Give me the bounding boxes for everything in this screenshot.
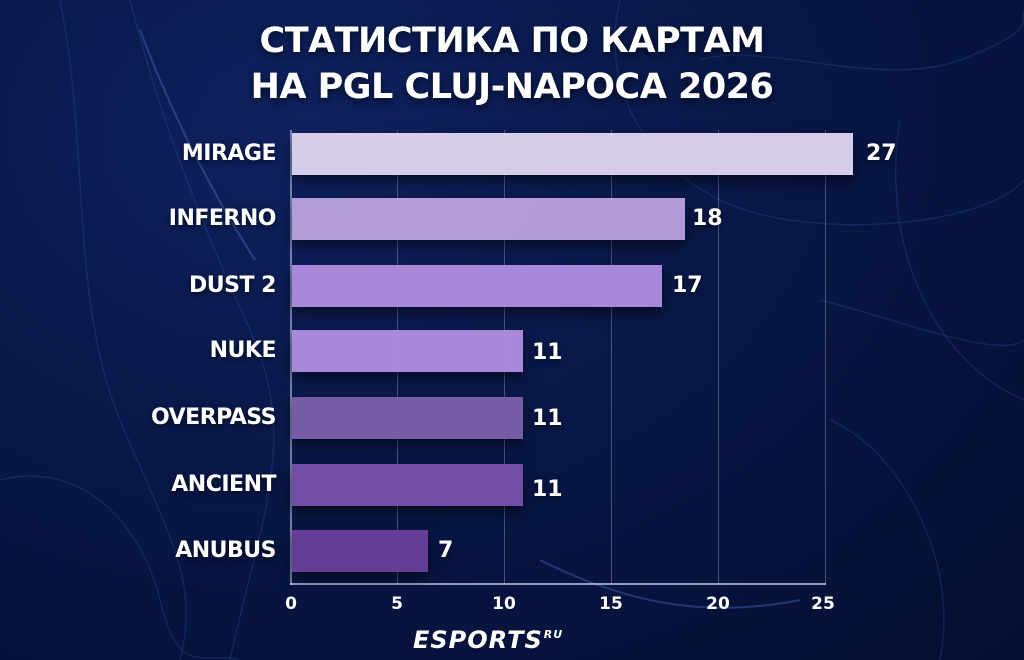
bar-ancient	[292, 464, 523, 506]
bar-category-label: ANUBUS	[175, 538, 276, 563]
x-tick-label: 5	[391, 594, 403, 614]
bar-value-label: 18	[692, 206, 723, 231]
x-tick-label: 20	[706, 594, 730, 614]
bar-category-label: DUST 2	[189, 273, 276, 298]
bar-value-label: 7	[438, 538, 454, 563]
bar-category-label: OVERPASS	[151, 405, 276, 430]
bar-value-label: 17	[672, 273, 703, 298]
y-axis-line	[290, 130, 292, 585]
bar-nuke	[292, 330, 523, 372]
bar-category-label: NUKE	[209, 338, 277, 363]
bar-value-label: 11	[532, 406, 563, 431]
bar-category-label: INFERNO	[168, 206, 277, 231]
chart-title-line-2: НА PGL CLUJ-NAPOCA 2026	[250, 67, 774, 107]
bar-mirage	[292, 133, 853, 175]
bar-dust2	[292, 265, 662, 307]
gridline-25	[825, 130, 826, 584]
x-tick-label: 25	[811, 594, 835, 614]
bar-anubus	[292, 530, 428, 572]
gridline-15	[611, 130, 612, 584]
bar-category-label: ANCIENT	[171, 472, 276, 497]
logo-brand-suffix: RU	[543, 628, 564, 641]
esports-ru-logo: ESPORTSRU	[413, 626, 563, 654]
bar-category-label: MIRAGE	[181, 141, 277, 166]
bar-value-label: 11	[532, 340, 563, 365]
x-axis-line	[290, 583, 826, 585]
x-tick-label: 10	[492, 594, 516, 614]
gridline-20	[718, 130, 719, 584]
bar-overpass	[292, 397, 523, 439]
x-tick-label: 15	[599, 594, 623, 614]
x-tick-label: 0	[285, 594, 297, 614]
bar-value-label: 11	[532, 477, 563, 502]
bar-value-label: 27	[866, 141, 897, 166]
bar-inferno	[292, 198, 685, 240]
chart-title: СТАТИСТИКА ПО КАРТАМ НА PGL CLUJ-NAPOCA …	[0, 18, 1024, 110]
chart-title-line-1: СТАТИСТИКА ПО КАРТАМ	[259, 21, 765, 61]
logo-brand-text: ESPORTS	[413, 626, 543, 654]
